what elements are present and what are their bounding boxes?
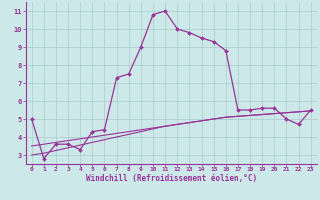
X-axis label: Windchill (Refroidissement éolien,°C): Windchill (Refroidissement éolien,°C): [86, 174, 257, 183]
